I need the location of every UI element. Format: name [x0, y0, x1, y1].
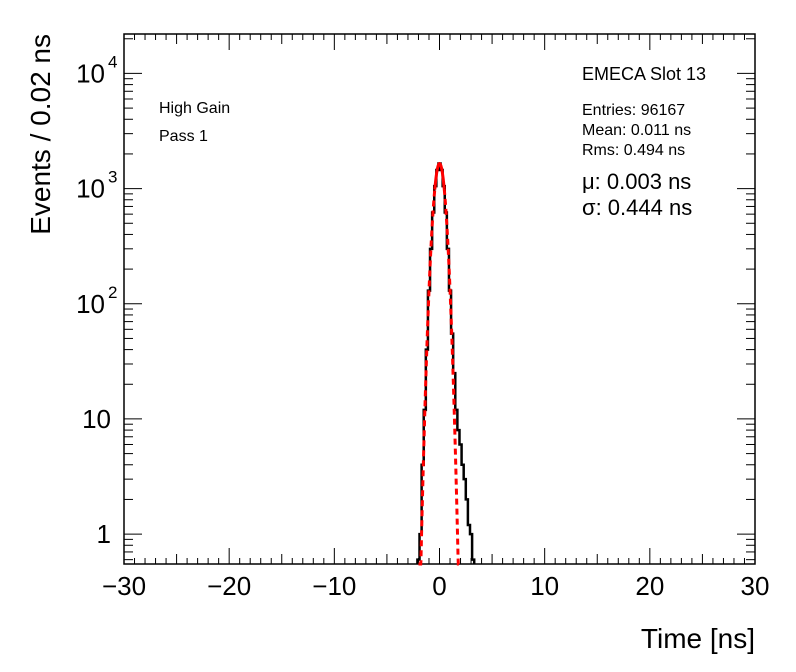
- mean-label: Mean: 0.011 ns: [582, 122, 691, 139]
- x-tick-label: 10: [530, 571, 559, 601]
- sigma-label: σ: 0.444 ns: [582, 195, 692, 220]
- fit-curve-right-tail: [442, 188, 461, 566]
- mu-label: μ: 0.003 ns: [582, 169, 691, 194]
- y-tick-label: 1: [97, 519, 111, 549]
- x-tick-label: 0: [432, 571, 446, 601]
- x-tick-label: −10: [312, 571, 356, 601]
- fit-curve-left-tail: [418, 189, 437, 566]
- axis-ticks: [123, 34, 756, 564]
- y-tick-label: 10: [76, 174, 105, 204]
- chart-title: EMECA Slot 13: [582, 64, 706, 84]
- y-axis-title: Events / 0.02 ns: [25, 34, 56, 235]
- fit-curve-core: [433, 162, 446, 190]
- y-tick-label: 10: [76, 289, 105, 319]
- y-tick-exponent: 2: [108, 283, 117, 302]
- x-axis-title: Time [ns]: [641, 623, 755, 654]
- y-tick-exponent: 3: [108, 168, 117, 187]
- gain-label: High Gain: [159, 100, 230, 117]
- x-tick-label: 20: [635, 571, 664, 601]
- entries-label: Entries: 96167: [582, 102, 685, 119]
- y-tick-label: 10: [76, 58, 105, 88]
- x-tick-label: −20: [207, 571, 251, 601]
- y-tick-label: 10: [82, 404, 111, 434]
- pass-label: Pass 1: [159, 128, 208, 145]
- y-tick-exponent: 4: [108, 52, 117, 71]
- rms-label: Rms: 0.494 ns: [582, 142, 685, 159]
- x-tick-labels: −30 −20 −10 0 10 20 30: [102, 571, 770, 601]
- x-tick-label: 30: [741, 571, 770, 601]
- data-series: [416, 162, 476, 566]
- x-tick-label: −30: [102, 571, 146, 601]
